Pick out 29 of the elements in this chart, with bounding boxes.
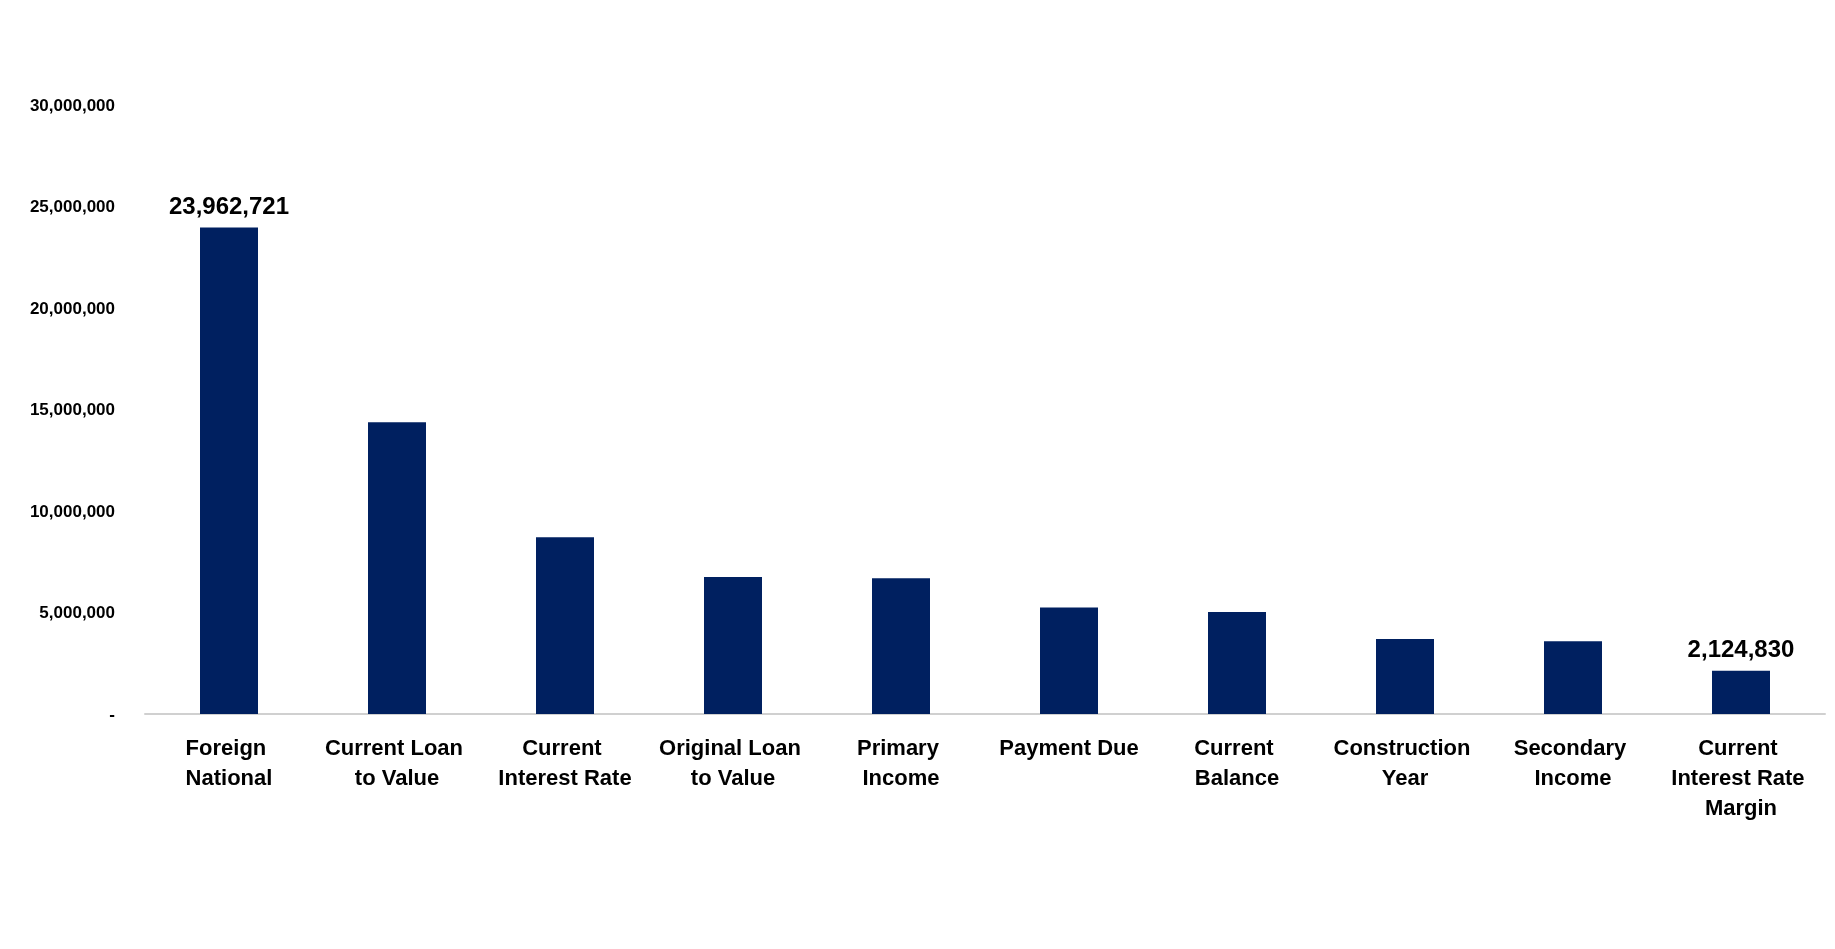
- x-tick-label: Construction Year: [1333, 734, 1477, 790]
- bar: [872, 578, 930, 714]
- y-tick-label: 10,000,000: [29, 501, 115, 521]
- x-tick-label: Secondary Income: [1513, 734, 1633, 790]
- bar: [1040, 607, 1098, 714]
- x-tick-label: Foreign National: [185, 734, 273, 790]
- x-tick-label: Original Loan to Value: [659, 734, 807, 790]
- bar: [1208, 612, 1266, 714]
- x-tick-label: Primary Income: [856, 734, 946, 790]
- bar: [704, 576, 762, 714]
- y-tick-label: 20,000,000: [29, 298, 115, 318]
- y-tick-label: 30,000,000: [29, 95, 115, 115]
- bar: [1712, 670, 1770, 714]
- data-label: 2,124,830: [1687, 635, 1795, 663]
- x-tick-label: Current Interest Rate: [498, 734, 632, 790]
- data-label: 23,962,721: [168, 192, 290, 220]
- y-tick-label: 5,000,000: [39, 603, 115, 622]
- x-tick-label: Current Loan to Value: [324, 734, 470, 790]
- y-tick-label: 15,000,000: [29, 400, 115, 419]
- x-tick-label: Current Interest Rate Margin: [1671, 734, 1811, 820]
- bar: [200, 227, 258, 714]
- bar: [368, 422, 426, 714]
- bar: [1544, 641, 1602, 714]
- bar: [536, 537, 594, 714]
- x-tick-label: Current Balance: [1194, 734, 1280, 790]
- x-tick-label: Payment Due: [999, 734, 1139, 760]
- bar: [1376, 639, 1434, 714]
- y-tick-label: -: [109, 704, 115, 724]
- y-tick-label: 25,000,000: [29, 197, 115, 216]
